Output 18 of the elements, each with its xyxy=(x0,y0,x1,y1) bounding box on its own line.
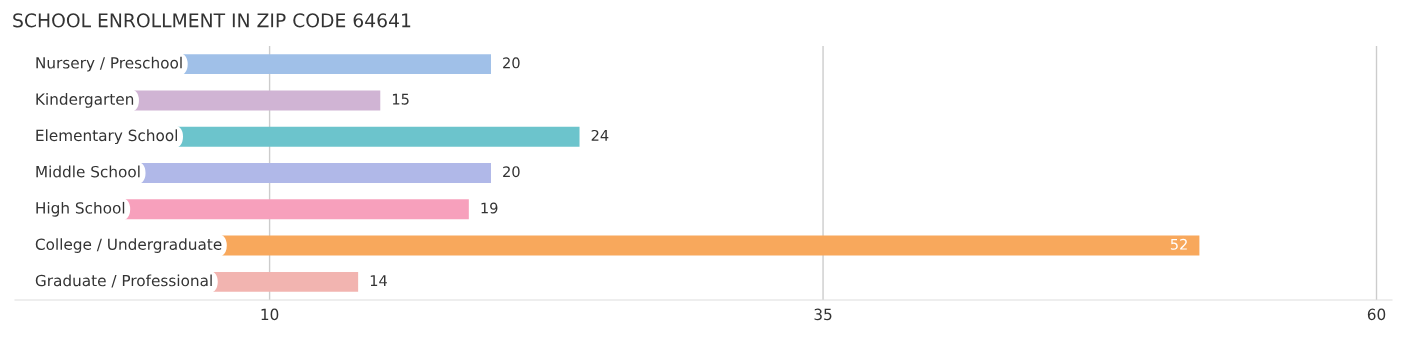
data-label: 20 xyxy=(503,166,520,178)
y-tick-label: College / Undergraduate xyxy=(35,238,222,253)
data-label: 52 xyxy=(1170,238,1187,250)
y-tick-label: Middle School xyxy=(36,165,140,178)
x-tick-label: 10 xyxy=(261,308,279,321)
data-label: 19 xyxy=(481,202,498,214)
y-tick-label: Elementary School xyxy=(36,129,177,145)
y-tick-label: Graduate / Professional xyxy=(35,274,212,288)
y-tick-label: Nursery / Preschool xyxy=(36,56,182,72)
x-tick-label: 60 xyxy=(1367,308,1386,321)
data-label: 24 xyxy=(591,129,609,141)
chart-title: SCHOOL ENROLLMENT IN ZIP CODE 64641 xyxy=(13,13,411,28)
data-label: 20 xyxy=(503,57,520,69)
data-label: 15 xyxy=(392,93,409,105)
x-tick-label: 35 xyxy=(814,308,832,321)
data-label: 14 xyxy=(370,275,387,286)
y-tick-label: Kindergarten xyxy=(36,93,134,108)
y-tick-label: High School xyxy=(36,201,125,217)
